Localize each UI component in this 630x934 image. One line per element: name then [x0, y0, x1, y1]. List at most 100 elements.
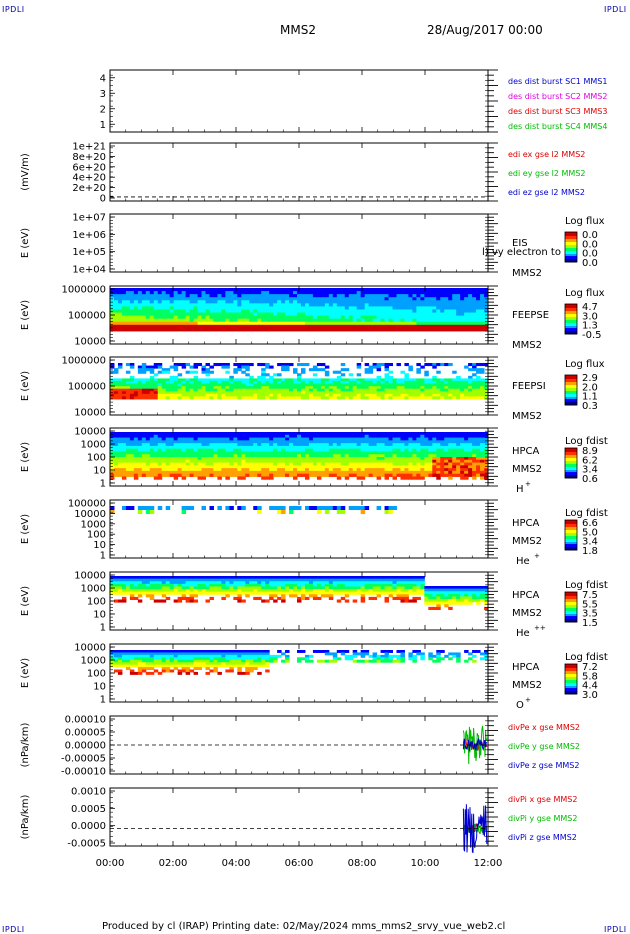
heat-cell	[269, 440, 274, 444]
heat-cell	[117, 318, 123, 323]
heat-cell	[145, 468, 151, 472]
heat-cell	[137, 300, 143, 304]
heat-cell	[181, 434, 187, 439]
colorbar-title: Log fdist	[565, 508, 608, 519]
heat-cell	[221, 432, 226, 436]
heat-cell	[400, 462, 405, 466]
heat-cell	[328, 388, 334, 392]
heat-cell	[312, 315, 318, 320]
heat-cell	[444, 457, 449, 461]
heat-cell	[241, 396, 246, 400]
heat-cell	[229, 318, 234, 323]
heat-cell	[484, 454, 489, 458]
heat-cell	[173, 468, 179, 472]
colorbar-cell	[565, 384, 577, 386]
heat-cell	[189, 327, 195, 332]
heat-cell	[480, 391, 485, 395]
heat-cell	[428, 297, 433, 301]
heat-cell	[404, 294, 409, 298]
heat-cell	[165, 303, 171, 307]
heat-cell	[177, 386, 183, 390]
heat-cell	[261, 437, 266, 441]
heat-cell	[181, 288, 187, 292]
heat-cell	[400, 294, 405, 298]
heat-cell	[472, 462, 477, 466]
heat-cell	[352, 315, 358, 320]
heat-cell	[157, 297, 163, 301]
heat-cell	[110, 440, 115, 444]
heat-cell	[117, 291, 123, 295]
heat-cell	[141, 378, 147, 382]
heat-cell	[336, 378, 342, 382]
heat-cell	[412, 445, 417, 450]
heat-cell	[364, 380, 370, 385]
heat-cell	[189, 378, 195, 382]
heat-cell	[304, 459, 310, 464]
heat-cell	[133, 468, 139, 472]
heat-cell	[285, 318, 290, 323]
heat-cell	[376, 445, 382, 450]
heat-cell	[133, 576, 139, 580]
heat-cell	[213, 315, 218, 320]
heat-cell	[277, 373, 282, 377]
heat-cell	[273, 443, 278, 447]
heat-cell	[185, 470, 191, 475]
heat-cell	[452, 393, 457, 397]
heat-cell	[464, 448, 469, 452]
heat-cell	[237, 297, 242, 301]
heat-cell	[265, 468, 270, 472]
heat-cell	[217, 321, 222, 326]
heat-cell	[117, 578, 123, 582]
heat-cell	[177, 327, 183, 332]
heat-cell	[448, 393, 453, 397]
heat-cell	[233, 321, 238, 326]
heat-cell	[249, 465, 254, 469]
heat-cell	[265, 451, 270, 455]
panel-frame	[109, 69, 489, 133]
heat-cell	[308, 434, 314, 439]
heat-cell	[460, 448, 465, 452]
heat-cell	[332, 370, 338, 374]
heat-cell	[133, 596, 139, 600]
heat-cell	[320, 388, 326, 392]
heat-cell	[432, 306, 437, 310]
heat-cell	[201, 457, 206, 461]
heat-cell	[157, 327, 163, 332]
heat-cell	[153, 591, 159, 595]
heat-cell	[340, 506, 346, 510]
heat-cell	[412, 288, 417, 292]
heat-cell	[205, 470, 210, 475]
heat-cell	[440, 297, 445, 301]
heat-cell	[368, 318, 374, 323]
heat-cell	[261, 457, 266, 461]
heat-cell	[161, 294, 167, 298]
heat-cell	[344, 318, 350, 323]
heat-cell	[129, 462, 135, 466]
heat-cell	[448, 306, 453, 310]
heat-cell	[408, 294, 413, 298]
heat-cell	[161, 318, 167, 323]
heat-cell	[352, 321, 358, 326]
heat-cell	[464, 470, 469, 475]
heat-cell	[468, 388, 473, 392]
heat-cell	[312, 393, 318, 397]
heat-cell	[281, 470, 286, 475]
heat-cell	[356, 383, 362, 387]
heat-cell	[464, 434, 469, 439]
heat-cell	[213, 445, 218, 450]
heat-cell	[229, 437, 234, 441]
heat-cell	[416, 368, 421, 372]
heat-cell	[225, 386, 230, 390]
heat-cell	[229, 309, 234, 314]
heat-cell	[129, 288, 135, 292]
heat-cell	[221, 383, 226, 387]
heat-cell	[304, 315, 310, 320]
heat-cell	[117, 300, 123, 304]
heat-cell	[448, 454, 453, 458]
heat-cell	[388, 363, 394, 367]
heat-cell	[225, 465, 230, 469]
heat-cell	[157, 365, 163, 369]
heat-cell	[384, 383, 390, 387]
heat-cell	[304, 378, 310, 382]
heat-cell	[129, 380, 135, 385]
